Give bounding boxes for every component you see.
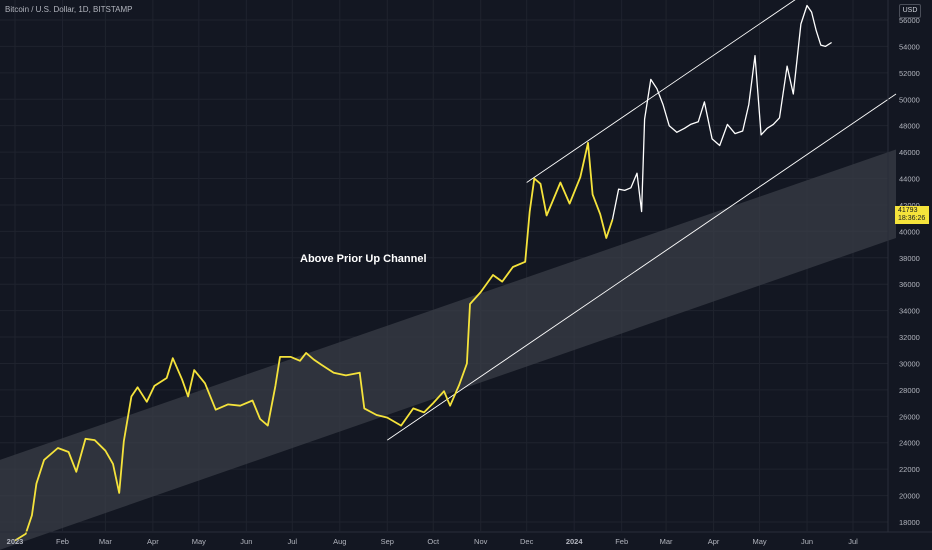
y-tick-label: 56000 [899,16,920,25]
last-price: 41793 [898,207,918,214]
x-tick-label: 2024 [566,537,584,546]
x-tick-label: Jun [801,537,813,546]
prior-up-channel-band [0,149,896,550]
bar-countdown: 18:36:26 [898,215,926,222]
x-tick-label: Oct [427,537,440,546]
y-tick-label: 22000 [899,465,920,474]
symbol-title: Bitcoin / U.S. Dollar, 1D, BITSTAMP [5,5,133,14]
lower-trend-line [387,93,897,441]
y-tick-label: 46000 [899,148,920,157]
channel-annotation: Above Prior Up Channel [300,253,427,265]
y-tick-label: 32000 [899,333,920,342]
y-tick-label: 28000 [899,386,920,395]
y-tick-label: 54000 [899,42,920,51]
x-tick-label: Mar [99,537,112,546]
x-tick-label: Jun [240,537,252,546]
y-tick-label: 20000 [899,492,920,501]
y-tick-label: 36000 [899,280,920,289]
y-tick-label: 26000 [899,412,920,421]
x-tick-label: Mar [660,537,673,546]
y-tick-label: 40000 [899,227,920,236]
y-tick-label: 52000 [899,69,920,78]
x-tick-label: Apr [708,537,720,546]
x-tick-label: Apr [147,537,159,546]
y-tick-label: 30000 [899,359,920,368]
y-tick-label: 18000 [899,518,920,527]
y-tick-label: 44000 [899,175,920,184]
currency-button[interactable]: USD [899,4,921,18]
series-line-1 [611,4,832,220]
x-tick-label: May [752,537,766,546]
x-tick-label: Jul [287,537,297,546]
x-tick-label: 2023 [7,537,24,546]
series-line-0 [14,142,614,542]
x-tick-label: Feb [615,537,628,546]
y-tick-label: 48000 [899,122,920,131]
x-tick-label: Feb [56,537,69,546]
y-tick-label: 38000 [899,254,920,263]
x-tick-label: Aug [333,537,346,546]
y-tick-label: 50000 [899,95,920,104]
upper-trend-line [526,0,796,183]
time-axis: 2023 Feb Mar Apr May Jun Jul Aug Sep Oct Nov Dec 202… [0,531,932,546]
y-tick-label: 34000 [899,307,920,316]
last-price-tag: 41793 18:36:26 [895,206,929,224]
price-series [14,4,832,542]
x-tick-label: Sep [381,537,394,546]
x-tick-label: Nov [474,537,488,546]
x-tick-label: Jul [848,537,858,546]
x-tick-label: May [192,537,206,546]
price-axis: 18000 20000 22000 24000 26000 28000 30000 32000… [887,0,920,532]
x-tick-label: Dec [520,537,534,546]
y-tick-label: 42000 [899,201,920,210]
y-tick-label: 24000 [899,439,920,448]
